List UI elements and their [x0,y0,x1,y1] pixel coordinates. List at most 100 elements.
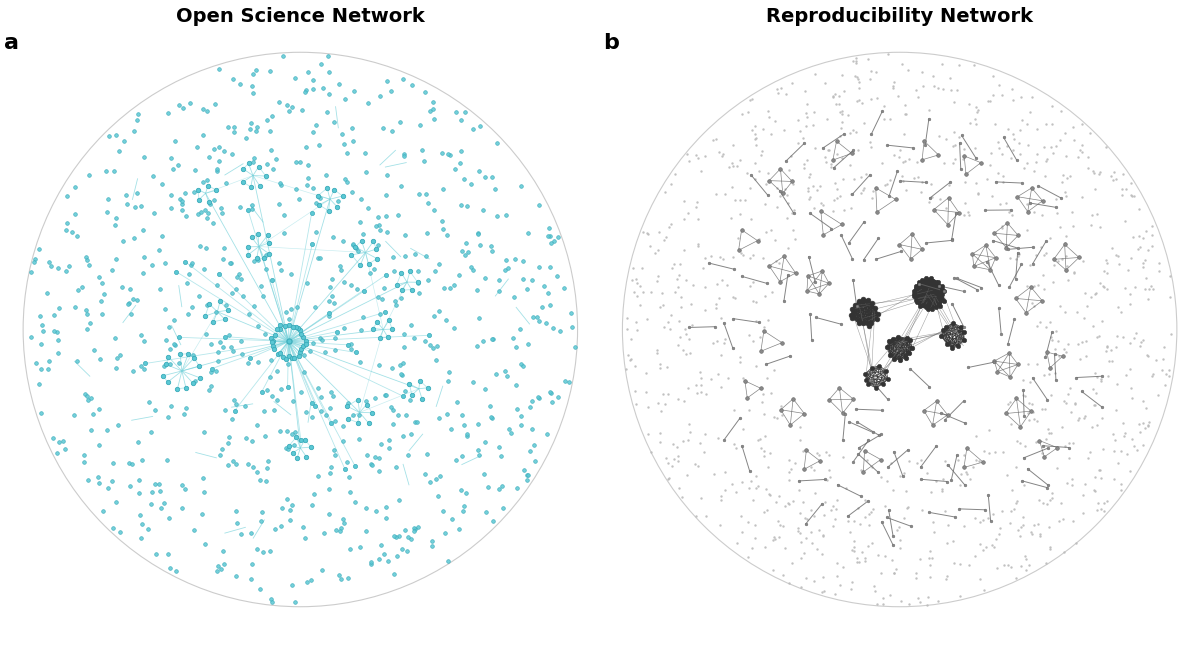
Point [379,315,398,326]
Point [862,298,881,308]
Point [778,189,797,200]
Point [779,498,798,509]
Point [56,266,76,276]
Point [866,383,886,393]
Point [536,318,556,328]
Point [532,302,551,312]
Point [77,304,96,315]
Point [832,123,851,133]
Point [814,530,833,541]
Point [1044,148,1063,158]
Point [1014,520,1033,530]
Point [948,273,967,283]
Point [486,184,505,194]
Point [384,569,403,579]
Point [937,538,956,548]
Point [665,258,684,269]
Point [446,106,466,117]
Point [350,357,370,367]
Point [318,51,337,61]
Point [983,191,1002,202]
Point [142,499,161,509]
Point [842,544,862,555]
Point [1073,140,1092,150]
Point [877,341,896,352]
Point [299,173,318,184]
Point [511,359,530,370]
Point [394,330,413,340]
Point [392,268,412,278]
Point [884,568,904,579]
Point [626,273,646,284]
Point [971,158,990,168]
Point [208,280,227,291]
Point [769,490,788,501]
Point [338,472,358,482]
Point [731,209,750,219]
Point [884,353,904,364]
Point [1088,498,1108,509]
Point [325,333,344,343]
Point [812,587,832,597]
Point [835,129,854,139]
Point [1049,351,1068,362]
Point [922,487,941,498]
Point [896,486,916,496]
Point [37,287,56,298]
Point [799,172,818,183]
Point [1018,119,1037,129]
Point [386,300,406,310]
Point [788,138,808,148]
Point [862,462,881,473]
Point [618,350,637,360]
Point [290,435,310,445]
Point [1013,178,1032,188]
Point [1033,196,1052,206]
Point [390,360,409,370]
Point [773,410,792,420]
Point [416,251,436,262]
Point [901,521,920,532]
Point [908,171,928,182]
Point [890,175,910,186]
Point [311,392,330,403]
Point [708,279,727,290]
Point [25,254,44,264]
Point [60,261,79,272]
Point [1052,193,1072,204]
Point [292,434,311,445]
Point [295,87,314,98]
Point [462,262,481,273]
Point [754,252,773,263]
Point [464,377,484,387]
Point [304,127,323,138]
Point [902,343,922,353]
Point [896,109,916,119]
Point [444,280,463,291]
Point [180,98,199,109]
Point [402,533,421,544]
Point [1007,496,1026,506]
Point [1046,202,1066,213]
Point [313,564,332,575]
Point [346,461,365,472]
Point [697,511,716,522]
Point [988,167,1007,178]
Point [90,353,109,364]
Point [983,235,1002,246]
Point [416,188,436,199]
Point [740,183,760,193]
Point [844,516,863,527]
Point [1104,428,1123,439]
Point [775,125,794,135]
Point [438,409,457,419]
Point [1130,242,1150,252]
Point [1022,183,1042,193]
Point [1066,398,1085,409]
Point [523,311,542,322]
Point [1104,445,1123,456]
Point [872,405,892,416]
Point [847,72,866,82]
Point [917,468,936,478]
Point [1129,231,1148,242]
